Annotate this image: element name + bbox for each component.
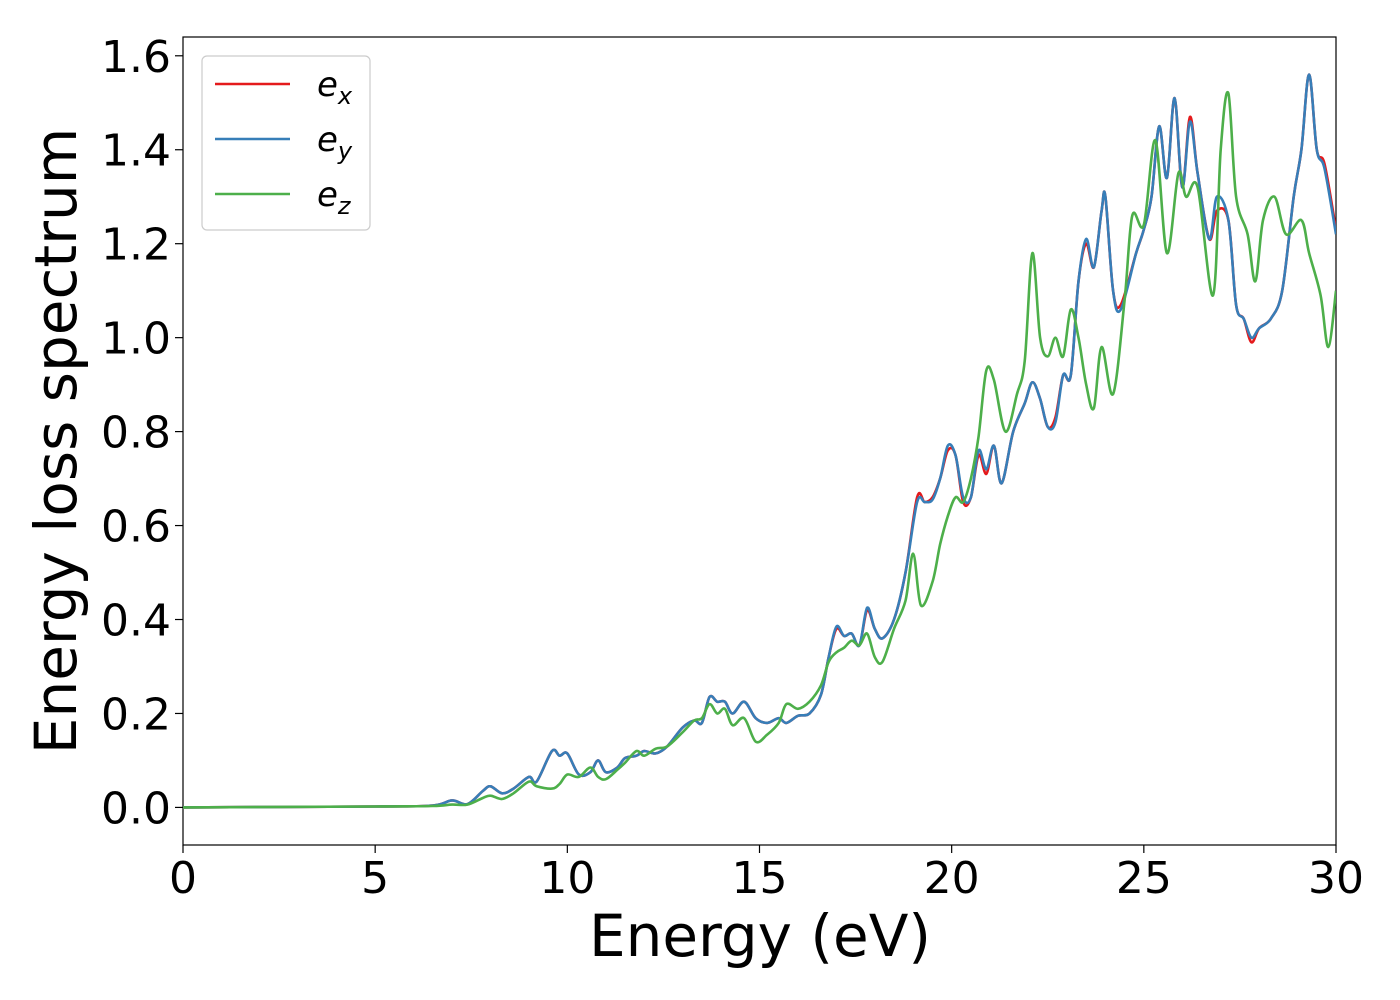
- y-tick-label: 1.0: [101, 314, 171, 365]
- series-layer: [183, 73, 1336, 809]
- legend-label-ex: ex: [317, 65, 353, 110]
- y-axis-ticks: 0.0 0.2 0.4 0.6 0.8 1.0 1.2 1.4 1.6: [101, 32, 183, 834]
- y-tick-label: 1.6: [101, 32, 171, 83]
- series-line-ez: [183, 90, 1336, 809]
- y-axis-label: Energy loss spectrum: [22, 128, 90, 754]
- x-tick-label: 20: [924, 853, 980, 904]
- y-tick-label: 1.2: [101, 220, 171, 271]
- y-tick-label: 0.6: [101, 502, 171, 553]
- y-tick-label: 0.4: [101, 596, 171, 647]
- y-tick-label: 0.8: [101, 408, 171, 459]
- x-tick-label: 30: [1308, 853, 1364, 904]
- legend-frame: [201, 55, 371, 231]
- legend-label-ez: ez: [317, 175, 352, 220]
- legend: ex ey ez: [201, 55, 371, 231]
- y-tick-label: 0.0: [101, 783, 171, 834]
- x-tick-label: 0: [169, 853, 197, 904]
- y-tick-label: 1.4: [101, 126, 171, 177]
- x-tick-label: 10: [539, 853, 595, 904]
- series-line-ey: [183, 73, 1336, 809]
- x-axis-label: Energy (eV): [589, 902, 931, 970]
- plot-area: [182, 36, 1337, 846]
- x-axis-ticks: 0 5 10 15 20 25 30: [169, 845, 1364, 904]
- y-tick-label: 0.2: [101, 689, 171, 740]
- x-tick-label: 5: [361, 853, 389, 904]
- x-tick-label: 15: [732, 853, 788, 904]
- legend-label-ey: ey: [317, 120, 353, 165]
- x-tick-label: 25: [1116, 853, 1172, 904]
